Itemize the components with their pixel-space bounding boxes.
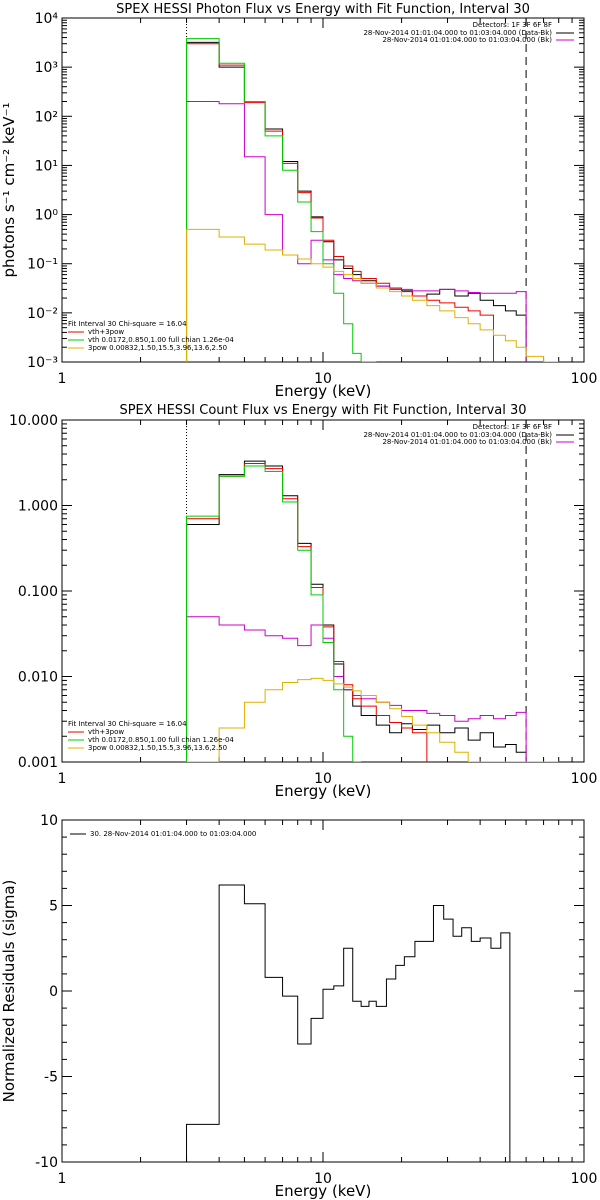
legend-entry: vth+3pow bbox=[88, 328, 124, 336]
y-tick-label: 10¹ bbox=[35, 158, 58, 174]
legend-entry: 28-Nov-2014 01:01:04.000 to 01:03:04.000… bbox=[363, 29, 552, 37]
x-tick-label: 100 bbox=[571, 1171, 598, 1187]
x-tick-label: 1 bbox=[58, 371, 67, 387]
series-30-28-nov-2014-01-01-04-000-to-01 bbox=[186, 884, 511, 1162]
y-tick-label: 10³ bbox=[35, 60, 58, 76]
x-tick-label: 10 bbox=[314, 1171, 332, 1187]
legend-entry: 3pow 0.00832,1.50,15.5,3.96,13.6,2.50 bbox=[88, 344, 227, 352]
legend-entry: vth 0.0172,0.850,1.00 full chian 1.26e-0… bbox=[88, 336, 234, 344]
series-vth bbox=[186, 465, 362, 762]
series-vth bbox=[186, 38, 377, 362]
y-tick-label: 10⁴ bbox=[35, 11, 59, 27]
y-tick-label: 10² bbox=[35, 109, 58, 125]
series-data-bk bbox=[186, 41, 527, 362]
legend-header: Fit Interval 30 Chi-square = 16.04 bbox=[68, 320, 187, 328]
y-tick-label: 0.001 bbox=[18, 755, 58, 771]
series-group bbox=[186, 38, 559, 362]
series-data-bk bbox=[186, 460, 527, 762]
y-tick-label: 0 bbox=[49, 984, 58, 1000]
y-tick-label: 10.000 bbox=[9, 413, 58, 429]
x-tick-label: 10 bbox=[314, 771, 332, 787]
x-axis-label: Energy (keV) bbox=[275, 782, 372, 800]
y-tick-label: 10 bbox=[40, 813, 58, 829]
x-tick-label: 100 bbox=[571, 771, 598, 787]
series-bk bbox=[186, 100, 527, 362]
legend-entry: 30. 28-Nov-2014 01:01:04.000 to 01:03:04… bbox=[90, 830, 256, 838]
legend-header: Fit Interval 30 Chi-square = 16.04 bbox=[68, 720, 187, 728]
legend-header: Detectors: 1F 3F 6F 8F bbox=[473, 21, 552, 29]
chart-panel-1: 1 10 100 10⁻³ 10⁻² 10⁻¹ 10⁰ 10¹ 10² 10³ 10⁴ SPEX HE… bbox=[0, 2, 597, 400]
y-tick-label: 0.100 bbox=[18, 584, 58, 600]
x-tick-label: 1 bbox=[58, 771, 67, 787]
y-axis-label: Normalized Residuals (sigma) bbox=[0, 880, 18, 1103]
series-group bbox=[186, 460, 559, 762]
y-tick-label: 10⁻² bbox=[27, 306, 58, 322]
series-vth-3pow bbox=[186, 462, 428, 762]
y-axis-label: photons s⁻¹ cm⁻² keV⁻¹ bbox=[0, 103, 18, 278]
legend-entry: vth 0.0172,0.850,1.00 full chian 1.26e-0… bbox=[88, 736, 234, 744]
x-axis-label: Energy (keV) bbox=[275, 382, 372, 400]
legend-entry: 3pow 0.00832,1.50,15.5,3.96,13.6,2.50 bbox=[88, 744, 227, 752]
series-3pow bbox=[186, 228, 559, 362]
chart-panel-2: 1 10 100 0.001 0.010 0.100 1.000 10.000 SPEX HES… bbox=[9, 403, 597, 800]
series-group bbox=[186, 884, 511, 1162]
series-vth-3pow bbox=[186, 43, 494, 362]
x-axis-label: Energy (keV) bbox=[275, 1182, 372, 1200]
chart-title: SPEX HESSI Count Flux vs Energy with Fit… bbox=[119, 403, 526, 418]
series-3pow bbox=[186, 677, 559, 762]
y-tick-label: -10 bbox=[35, 1155, 58, 1171]
legend-entry: 28-Nov-2014 01:01:04.000 to 01:03:04.000… bbox=[382, 438, 552, 446]
legend-header: Detectors: 1F 3F 6F 8F bbox=[473, 423, 552, 431]
y-tick-label: 10⁰ bbox=[35, 208, 59, 224]
x-tick-label: 1 bbox=[58, 1171, 67, 1187]
x-tick-label: 100 bbox=[571, 371, 598, 387]
legend-entry: 28-Nov-2014 01:01:04.000 to 01:03:04.000… bbox=[363, 431, 552, 439]
y-tick-label: 10⁻³ bbox=[27, 355, 58, 371]
y-tick-label: 0.010 bbox=[18, 670, 58, 686]
y-tick-label: -5 bbox=[44, 1070, 58, 1086]
y-tick-label: 10⁻¹ bbox=[27, 257, 58, 273]
x-tick-label: 10 bbox=[314, 371, 332, 387]
legend-entry: 28-Nov-2014 01:01:04.000 to 01:03:04.000… bbox=[382, 36, 552, 44]
chart-title: SPEX HESSI Photon Flux vs Energy with Fi… bbox=[116, 2, 530, 17]
y-tick-label: 1.000 bbox=[18, 499, 58, 515]
y-tick-label: 5 bbox=[49, 899, 58, 915]
legend-entry: vth+3pow bbox=[88, 728, 124, 736]
